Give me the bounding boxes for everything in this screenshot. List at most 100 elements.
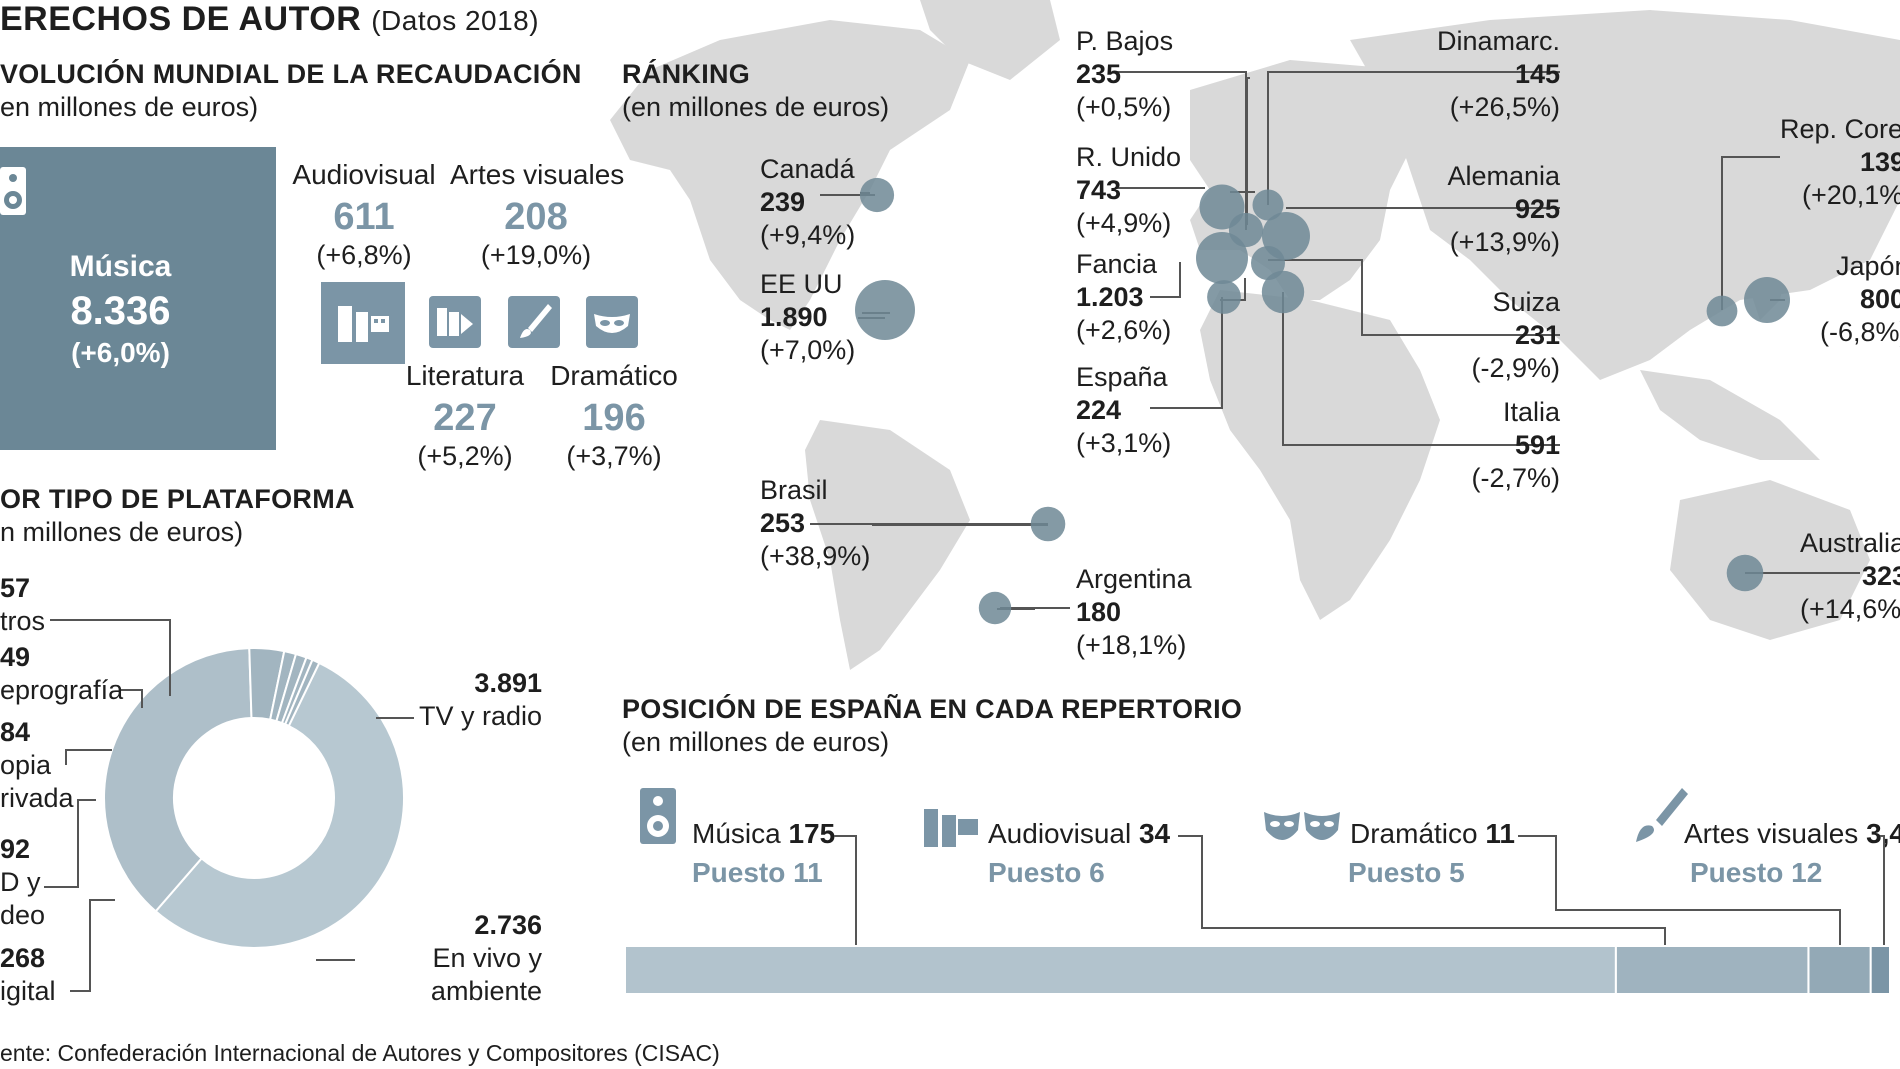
rep-leader-artes xyxy=(1880,835,1885,946)
cd-name2: deo xyxy=(0,900,46,930)
bubble-australia xyxy=(1726,554,1764,592)
tv-value: 3.891 xyxy=(474,668,542,698)
canada-value: 239 xyxy=(760,187,806,217)
rep-dramatico-pos: Puesto 5 xyxy=(1348,857,1465,888)
leader-copia xyxy=(65,749,112,765)
leader-otros xyxy=(50,619,171,696)
rep-musica-label: Música xyxy=(692,818,781,849)
label-brasil: Brasil 253 (+38,9%) xyxy=(760,474,870,573)
literatura-label: Literatura xyxy=(405,360,525,391)
label-tv: 3.891 TV y radio xyxy=(414,667,542,733)
rep-audiovisual-value: 34 xyxy=(1138,818,1171,849)
artes-pct: (+19,0%) xyxy=(480,240,592,270)
label-italia: Italia 591 (-2,7%) xyxy=(1340,396,1560,495)
bubble-r-unido xyxy=(1199,184,1245,230)
dramatico-label: Dramático xyxy=(550,360,678,391)
dinamarca-name: Dinamarc. xyxy=(1436,26,1560,56)
rep-bar-segment-2 xyxy=(1807,945,1872,995)
label-alemania: Alemania 925 (+13,9%) xyxy=(1340,160,1560,259)
eeuu-name: EE UU xyxy=(760,269,843,299)
runido-name: R. Unido xyxy=(1076,142,1182,172)
rep-audiovisual-pos: Puesto 6 xyxy=(988,857,1105,888)
brush-icon xyxy=(508,296,560,348)
masks-icon xyxy=(586,296,638,348)
label-otros: 57 tros xyxy=(0,572,45,638)
rep-bar-segment-1 xyxy=(1614,945,1810,995)
map-south-america xyxy=(805,420,970,670)
rep-musica-value: 175 xyxy=(788,818,836,849)
music-pct: (+6,0%) xyxy=(71,337,170,368)
leader-espana xyxy=(1150,297,1223,409)
alemania-name: Alemania xyxy=(1447,161,1560,191)
brasil-name: Brasil xyxy=(760,475,828,505)
brasil-pct: (+38,9%) xyxy=(760,541,871,571)
music-value: 8.336 xyxy=(70,289,171,333)
rep-brush-icon xyxy=(1636,788,1688,842)
dramatico-pct: (+3,7%) xyxy=(566,441,662,471)
label-espana: España 224 (+3,1%) xyxy=(1076,361,1171,460)
leader-corea xyxy=(1721,156,1780,310)
source-note: ente: Confederación Internacional de Aut… xyxy=(0,1040,720,1066)
dinamarca-value: 145 xyxy=(1514,59,1560,89)
leader-italia xyxy=(1282,292,1560,446)
title-subtitle: (Datos 2018) xyxy=(371,5,540,36)
title-text: ERECHOS DE AUTOR xyxy=(0,0,362,38)
donut-chart xyxy=(44,619,414,992)
label-eeuu: EE UU 1.890 (+7,0%) xyxy=(760,268,855,367)
map-southeast-asia xyxy=(1640,370,1820,460)
rep-dramatico-name: Dramático 11 xyxy=(1350,818,1515,850)
bubble-espa-a xyxy=(1207,280,1241,314)
label-canada: Canadá 239 (+9,4%) xyxy=(760,153,855,252)
rep-film-icon xyxy=(924,809,978,847)
eeuu-value: 1.890 xyxy=(760,302,828,332)
repro-value: 49 xyxy=(0,642,31,672)
argentina-value: 180 xyxy=(1076,597,1122,627)
rep-audiovisual-name: Audiovisual 34 xyxy=(988,818,1170,850)
cd-name1: D y xyxy=(0,867,41,897)
label-suiza: Suiza 231 (-2,9%) xyxy=(1340,286,1560,385)
vivo-value: 2.736 xyxy=(474,910,542,940)
label-pbajos: P. Bajos 235 (+0,5%) xyxy=(1076,25,1173,124)
bubble-jap-n xyxy=(1744,277,1790,323)
audiovisual-pct: (+6,8%) xyxy=(316,240,412,270)
label-digital: 268 igital xyxy=(0,942,56,1008)
espana-unit: (en millones de euros) xyxy=(622,727,890,757)
label-runido: R. Unido 743 (+4,9%) xyxy=(1076,141,1181,240)
rep-speaker-icon xyxy=(640,788,676,844)
bubble-italia xyxy=(1261,270,1305,314)
copia-value: 84 xyxy=(0,717,31,747)
rep-dramatico-value: 11 xyxy=(1485,818,1515,849)
dinamarca-pct: (+26,5%) xyxy=(1449,92,1560,122)
digital-value: 268 xyxy=(0,943,46,973)
rep-artes-name: Artes visuales 3,4 xyxy=(1684,818,1900,850)
literatura-value: 227 xyxy=(433,397,497,439)
leader-dinamarca xyxy=(1267,71,1560,205)
plataforma-unit: n millones de euros) xyxy=(0,517,244,547)
evolucion-unit: en millones de euros) xyxy=(0,92,259,122)
label-japon: Japón 800 (-6,8%) xyxy=(1820,250,1900,349)
japon-name: Japón xyxy=(1836,251,1900,281)
leader-francia xyxy=(1150,262,1181,298)
page-title: ERECHOS DE AUTOR (Datos 2018) xyxy=(0,0,539,39)
donut-slice-1 xyxy=(103,647,253,913)
francia-value: 1.203 xyxy=(1076,282,1144,312)
evolucion-title: VOLUCIÓN MUNDIAL DE LA RECAUDACIÓN xyxy=(0,59,582,89)
music-box: Música 8.336 (+6,0%) xyxy=(0,147,276,450)
italia-value: 591 xyxy=(1514,430,1560,460)
speaker-icon xyxy=(0,167,26,215)
suiza-value: 231 xyxy=(1514,320,1560,350)
rep-musica-pos: Puesto 11 xyxy=(692,857,823,888)
copia-name2: rivada xyxy=(0,783,74,813)
pbajos-pct: (+0,5%) xyxy=(1076,92,1172,122)
rep-leader-dramatico xyxy=(1518,835,1841,946)
espana-pct: (+3,1%) xyxy=(1076,428,1172,458)
artes-value: 208 xyxy=(504,196,568,238)
rep-bar-segment-0 xyxy=(624,945,1617,995)
label-cd: 92 D y deo xyxy=(0,833,45,932)
ranking-unit: (en millones de euros) xyxy=(622,92,890,122)
rep-leader-musica xyxy=(834,835,857,946)
argentina-pct: (+18,1%) xyxy=(1076,630,1187,660)
label-corea: Rep. Corea 139 (+20,1%) xyxy=(1780,113,1900,212)
